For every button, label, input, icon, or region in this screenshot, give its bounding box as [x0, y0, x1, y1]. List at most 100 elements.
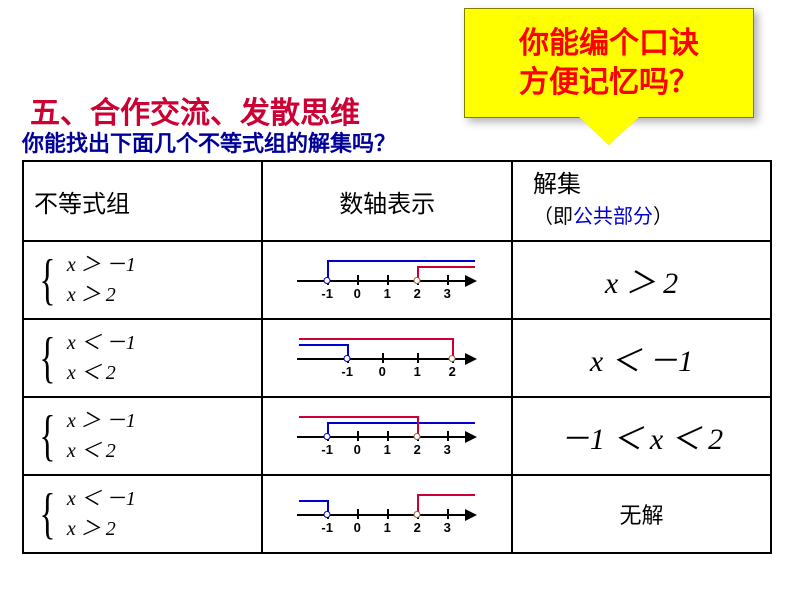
numline-label: 2: [414, 520, 421, 535]
equations: x ＜ －1 x ＞ 2: [67, 484, 136, 544]
numline-label: -1: [321, 286, 333, 301]
section-subheading: 你能找出下面几个不等式组的解集吗？: [22, 126, 396, 158]
numline-tick: [447, 431, 449, 441]
inequality-group-cell: { x ＜ －1 x ＞ 2: [23, 475, 262, 553]
brace-group: { x ＜ －1 x ＞ 2: [34, 484, 251, 544]
numline-label: 3: [444, 520, 451, 535]
numline-label: -1: [341, 364, 353, 379]
table-header-row: 不等式组 数轴表示 解集 （即公共部分）: [23, 161, 771, 241]
header-col3: 解集 （即公共部分）: [512, 161, 771, 241]
numline-tick: [387, 275, 389, 285]
numline-label: 1: [384, 286, 391, 301]
inequality-group-cell: { x ＜ －1 x ＜ 2: [23, 319, 262, 397]
numline-tick: [447, 509, 449, 519]
callout-line1: 你能编个口诀: [519, 27, 699, 60]
brace-group: { x ＞ －1 x ＜ 2: [34, 406, 251, 466]
numline-segment: [417, 416, 419, 433]
callout-box: 你能编个口诀 方便记忆吗？: [464, 8, 754, 118]
numline-segment: [299, 338, 452, 340]
numline-arrow-icon: [465, 353, 477, 365]
equation-1: x ＜ －1: [67, 484, 136, 514]
equations: x ＞ －1 x ＜ 2: [67, 406, 136, 466]
numline-segment: [299, 344, 347, 346]
brace-icon: {: [39, 414, 55, 459]
numline-axis: [297, 436, 467, 438]
solution-cell: 无解: [512, 475, 771, 553]
solution-text: 无解: [620, 503, 664, 528]
numline-label: -1: [321, 442, 333, 457]
numline-open-circle-icon: [324, 511, 331, 518]
numline-segment: [417, 266, 475, 268]
numberline-cell: -1 0 1 2: [262, 319, 512, 397]
numline-segment: [327, 422, 329, 433]
numline-segment: [417, 494, 475, 496]
numline-label: 0: [354, 286, 361, 301]
solution-cell: －1 ＜ x ＜ 2: [512, 397, 771, 475]
header-col3-prefix: （即: [533, 206, 573, 228]
number-line: -1 0 1 2: [297, 334, 477, 382]
numberline-cell: -1 0 1 2 3: [262, 241, 512, 319]
numline-open-circle-icon: [324, 277, 331, 284]
callout-text: 你能编个口诀 方便记忆吗？: [519, 24, 699, 102]
numline-tick: [417, 353, 419, 363]
numline-segment: [417, 266, 419, 277]
numline-label: 0: [379, 364, 386, 379]
header-col1: 不等式组: [23, 161, 262, 241]
callout-arrow-icon: [579, 117, 639, 145]
numline-tick: [382, 353, 384, 363]
solution-cell: x ＜ －1: [512, 319, 771, 397]
header-col3-suffix: ）: [653, 206, 673, 228]
numline-tick: [387, 431, 389, 441]
numline-arrow-icon: [465, 275, 477, 287]
numline-arrow-icon: [465, 431, 477, 443]
numline-segment: [299, 416, 417, 418]
numline-segment: [417, 494, 419, 511]
brace-icon: {: [39, 258, 55, 303]
brace-icon: {: [39, 492, 55, 537]
brace-group: { x ＞ －1 x ＞ 2: [34, 250, 251, 310]
numline-arrow-icon: [465, 509, 477, 521]
equation-2: x ＜ 2: [67, 436, 136, 466]
equations: x ＜ －1 x ＜ 2: [67, 328, 136, 388]
equation-2: x ＞ 2: [67, 280, 136, 310]
numberline-cell: -1 0 1 2 3: [262, 397, 512, 475]
numline-label: 0: [354, 442, 361, 457]
solution-text: x ＞ 2: [605, 267, 678, 300]
number-line: -1 0 1 2 3: [297, 256, 477, 304]
inequality-group-cell: { x ＞ －1 x ＞ 2: [23, 241, 262, 319]
equation-1: x ＞ －1: [67, 250, 136, 280]
brace-icon: {: [39, 336, 55, 381]
numline-open-circle-icon: [324, 433, 331, 440]
solution-cell: x ＞ 2: [512, 241, 771, 319]
numline-segment: [452, 338, 454, 355]
numline-label: 3: [444, 286, 451, 301]
numline-label: -1: [321, 520, 333, 535]
numberline-cell: -10123: [262, 475, 512, 553]
numline-label: 2: [414, 442, 421, 457]
header-col3-highlight: 公共部分: [573, 206, 653, 228]
numline-axis: [297, 514, 467, 516]
equation-2: x ＜ 2: [67, 358, 136, 388]
numline-open-circle-icon: [449, 355, 456, 362]
equation-1: x ＞ －1: [67, 406, 136, 436]
numline-label: 1: [414, 364, 421, 379]
numline-segment: [327, 500, 329, 511]
numline-segment: [327, 260, 475, 262]
numline-label: 1: [384, 442, 391, 457]
table-row: { x ＜ －1 x ＜ 2 -1 0 1 2 x ＜ －1: [23, 319, 771, 397]
numline-open-circle-icon: [344, 355, 351, 362]
equations: x ＞ －1 x ＞ 2: [67, 250, 136, 310]
numline-tick: [357, 431, 359, 441]
numline-axis: [297, 280, 467, 282]
equation-1: x ＜ －1: [67, 328, 136, 358]
inequality-group-cell: { x ＞ －1 x ＜ 2: [23, 397, 262, 475]
numline-label: 2: [414, 286, 421, 301]
header-col3-main: 解集: [533, 172, 581, 198]
solution-text: －1 ＜ x ＜ 2: [560, 423, 723, 456]
header-col2: 数轴表示: [262, 161, 512, 241]
numline-label: 3: [444, 442, 451, 457]
numline-label: 2: [449, 364, 456, 379]
numline-open-circle-icon: [414, 511, 421, 518]
numline-label: 0: [354, 520, 361, 535]
callout-line2: 方便记忆吗？: [519, 66, 699, 99]
